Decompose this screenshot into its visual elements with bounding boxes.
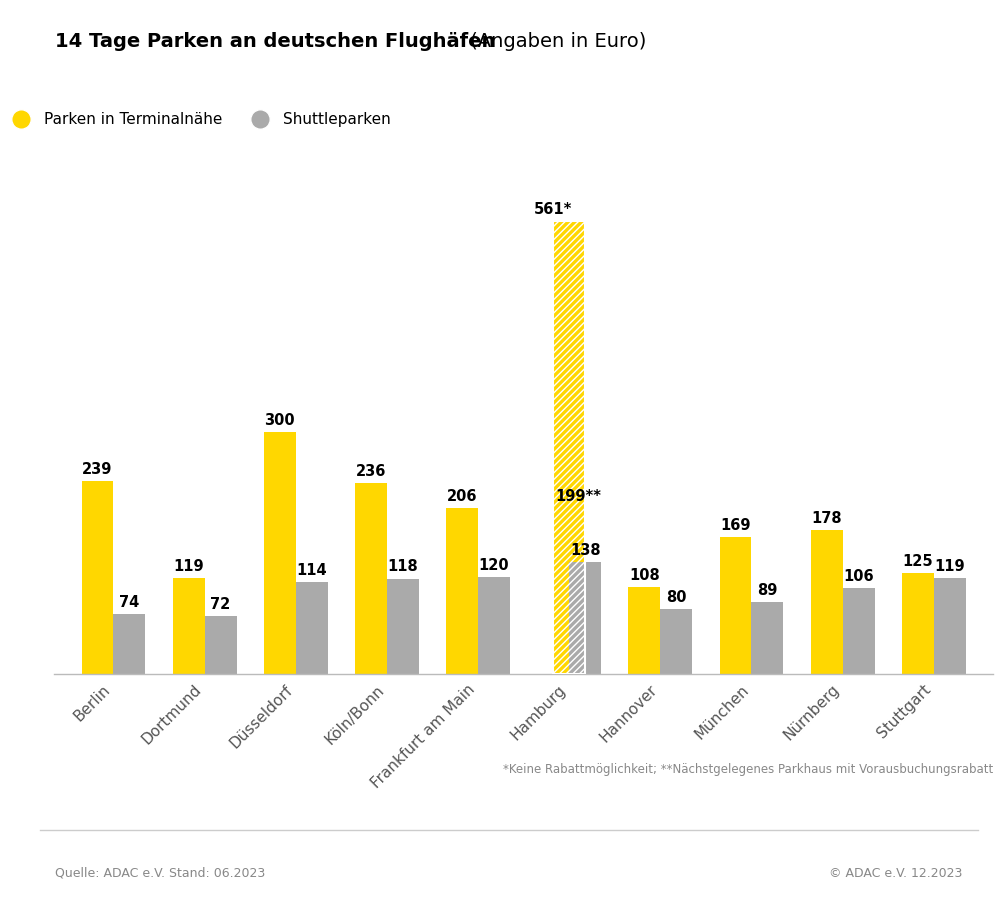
Text: 114: 114 — [296, 563, 327, 578]
Legend: Parken in Terminalnähe, Shuttleparken: Parken in Terminalnähe, Shuttleparken — [6, 112, 391, 127]
Text: 119: 119 — [173, 558, 204, 574]
Bar — [205, 615, 237, 674]
Text: 199**: 199** — [555, 489, 601, 503]
Text: 561*: 561* — [534, 202, 573, 217]
Bar — [628, 587, 660, 674]
Text: 206: 206 — [447, 489, 478, 503]
Text: 106: 106 — [844, 569, 874, 584]
Text: © ADAC e.V. 12.2023: © ADAC e.V. 12.2023 — [830, 867, 963, 879]
Text: 236: 236 — [356, 464, 386, 480]
Text: 178: 178 — [811, 511, 842, 526]
Bar — [902, 573, 933, 674]
Bar — [553, 221, 585, 674]
Bar — [720, 537, 752, 674]
Bar — [933, 578, 966, 674]
Text: 89: 89 — [757, 583, 777, 598]
Bar — [355, 483, 387, 674]
Text: 119: 119 — [934, 558, 965, 574]
Text: *Keine Rabattmöglichkeit; **Nächstgelegenes Parkhaus mit Vorausbuchungsrabatt: *Keine Rabattmöglichkeit; **Nächstgelege… — [503, 763, 993, 776]
Bar — [172, 578, 205, 674]
Bar — [264, 432, 295, 674]
Text: 74: 74 — [119, 595, 139, 610]
Text: 120: 120 — [479, 558, 509, 573]
Bar — [387, 579, 418, 674]
Bar — [553, 221, 585, 674]
Text: 300: 300 — [264, 413, 295, 427]
Text: 118: 118 — [387, 559, 418, 574]
Bar — [82, 481, 114, 674]
Bar — [752, 602, 783, 674]
Bar — [447, 507, 478, 674]
Text: 239: 239 — [83, 462, 113, 477]
Bar — [295, 581, 328, 674]
Text: (Angaben in Euro): (Angaben in Euro) — [464, 32, 646, 51]
Bar — [660, 609, 692, 674]
Bar — [478, 577, 510, 674]
Text: Quelle: ADAC e.V. Stand: 06.2023: Quelle: ADAC e.V. Stand: 06.2023 — [55, 867, 266, 879]
Bar — [114, 614, 145, 674]
Text: 138: 138 — [570, 544, 601, 558]
Bar — [843, 588, 875, 674]
Text: 125: 125 — [902, 554, 933, 569]
Text: 72: 72 — [211, 597, 231, 612]
Text: 14 Tage Parken an deutschen Flughäfen: 14 Tage Parken an deutschen Flughäfen — [55, 32, 496, 51]
Text: 169: 169 — [721, 518, 751, 534]
Text: 108: 108 — [629, 568, 660, 582]
Bar — [810, 530, 843, 674]
Bar — [570, 562, 601, 674]
Text: 80: 80 — [666, 591, 686, 605]
